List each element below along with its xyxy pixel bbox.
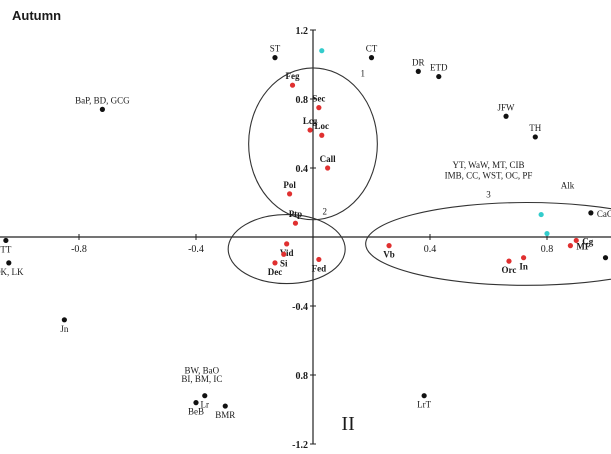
- data-point: [222, 403, 228, 409]
- data-point: [319, 132, 325, 138]
- point-label: DR: [412, 57, 425, 67]
- data-point: [588, 210, 594, 216]
- point-label: CT: [366, 44, 378, 54]
- point-label: Ptp: [289, 209, 303, 219]
- data-point: [573, 237, 579, 244]
- y-tick-label: 1.2: [296, 26, 309, 37]
- data-point: [325, 165, 331, 171]
- point-label: Jn: [60, 324, 69, 334]
- data-point: [287, 191, 293, 197]
- data-point: [602, 255, 609, 261]
- chart-title: Autumn: [12, 8, 62, 23]
- point-label: MF: [576, 242, 590, 252]
- annotation: IMB, CC, WST, OC, PF: [445, 170, 533, 180]
- x-tick-label: 0.8: [541, 244, 554, 255]
- data-point: [61, 317, 67, 323]
- point-label: Fed: [312, 263, 327, 273]
- point-label: OK, LK: [0, 267, 24, 277]
- point-label: Feg: [286, 71, 300, 81]
- data-point: [284, 241, 290, 247]
- cluster-ellipse: [365, 201, 611, 286]
- point-label: BaP, BD, GCG: [75, 95, 130, 105]
- y-tick-label: 0.8: [296, 95, 309, 106]
- data-point: [532, 134, 538, 140]
- point-label: Orc: [502, 265, 517, 275]
- point-label: TH: [529, 123, 541, 133]
- point-label: Lr: [201, 400, 210, 410]
- data-point: [316, 105, 322, 111]
- data-point: [202, 393, 208, 399]
- point-label: Dec: [268, 267, 283, 277]
- point-label: Vid: [280, 248, 294, 258]
- point-label: Vb: [383, 250, 395, 260]
- y-tick-label: -1.2: [292, 440, 308, 451]
- point-label: Call: [320, 154, 337, 164]
- data-point: [6, 260, 12, 266]
- point-label: LrT: [417, 400, 431, 410]
- point-label: Pol: [283, 180, 296, 190]
- point-label: TT: [0, 244, 11, 254]
- point-label: CaC: [597, 209, 611, 219]
- annotation: 3: [486, 189, 491, 199]
- annotation: 1: [360, 69, 365, 79]
- point-label: Lcg: [303, 116, 318, 126]
- data-point: [193, 400, 199, 406]
- data-point: [292, 220, 299, 226]
- data-point: [415, 68, 421, 74]
- data-point: [538, 211, 544, 218]
- cluster-ellipse: [227, 214, 346, 285]
- point-label: Cg: [582, 236, 593, 246]
- annotation: BI, BM, IC: [181, 374, 222, 384]
- data-point: [3, 237, 9, 244]
- data-point: [521, 255, 527, 261]
- annotation: 2: [322, 207, 327, 217]
- data-point: [436, 73, 442, 80]
- y-tick-label: 0.4: [296, 164, 309, 175]
- annotation: II: [341, 413, 354, 435]
- data-point: [99, 106, 105, 112]
- data-point: [307, 127, 313, 133]
- data-point: [506, 258, 512, 264]
- data-point: [289, 82, 296, 88]
- annotation: Alk: [561, 181, 575, 191]
- point-label: Si: [280, 258, 288, 268]
- cluster-ellipse: [248, 67, 378, 221]
- point-label: BeB: [188, 407, 204, 417]
- data-point: [386, 243, 392, 249]
- data-point: [368, 55, 375, 61]
- point-label: In: [519, 262, 528, 272]
- y-tick-label: 0.8: [296, 371, 309, 382]
- x-tick-label: -0.8: [71, 244, 87, 255]
- data-point: [316, 256, 322, 263]
- data-point: [281, 251, 287, 257]
- data-point: [272, 260, 278, 266]
- data-point: [544, 230, 550, 237]
- point-label: JFW: [498, 102, 516, 112]
- x-tick-label: 0.4: [424, 244, 437, 255]
- point-label: ST: [270, 44, 281, 54]
- annotation: BW, BaO: [185, 365, 220, 375]
- point-label: ETD: [430, 63, 448, 73]
- data-point: [272, 55, 278, 61]
- point-label: Loc: [315, 121, 330, 131]
- y-tick-label: -0.4: [292, 302, 308, 313]
- point-label: BMR: [215, 410, 235, 420]
- x-tick-label: -0.4: [188, 244, 204, 255]
- point-label: Sec: [312, 94, 325, 104]
- data-point: [503, 113, 509, 119]
- annotation: YT, WaW, MT, CIB: [453, 160, 525, 170]
- data-point: [567, 243, 574, 249]
- data-point: [421, 393, 427, 399]
- data-point: [319, 48, 325, 54]
